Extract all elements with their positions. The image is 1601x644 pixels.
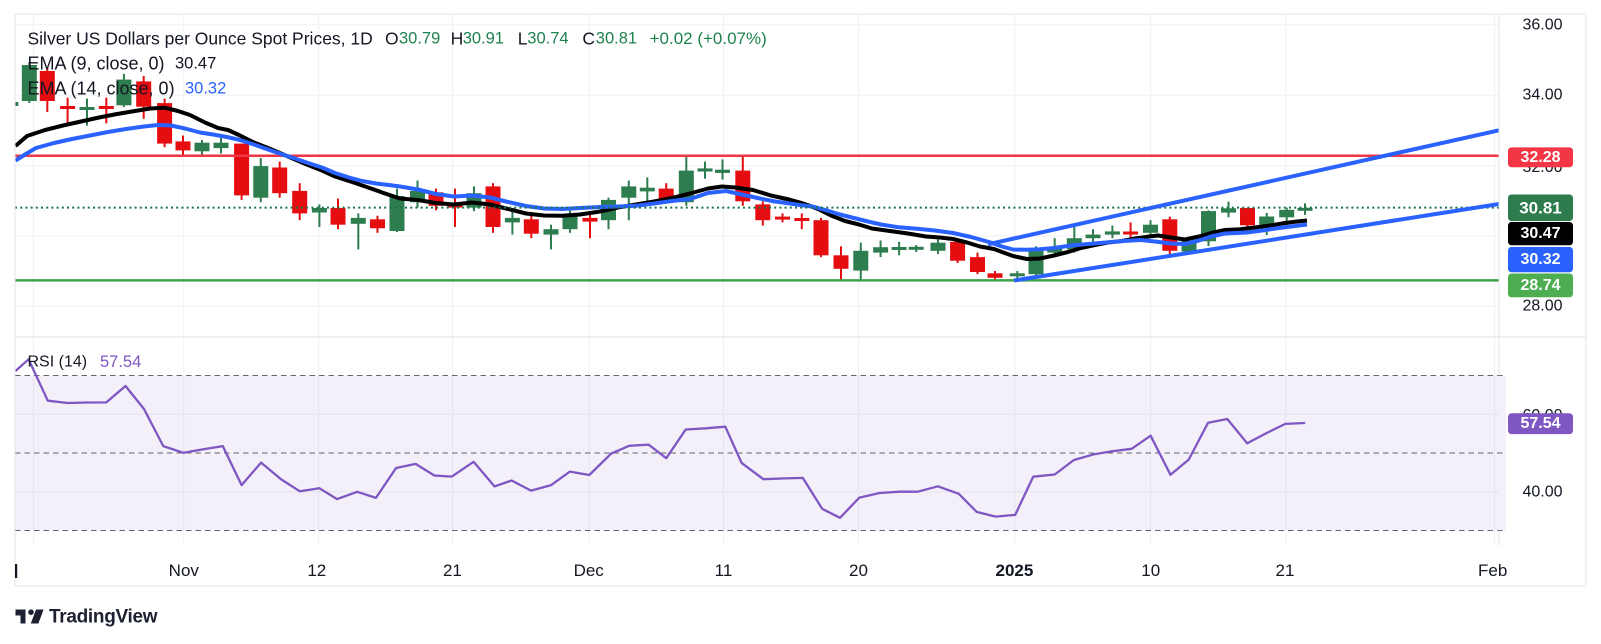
svg-text:30.47: 30.47 <box>175 55 216 73</box>
svg-text:30.32: 30.32 <box>1520 251 1560 268</box>
svg-text:28.00: 28.00 <box>1522 298 1562 315</box>
svg-text:11: 11 <box>715 561 733 580</box>
svg-text:40.00: 40.00 <box>1522 483 1562 500</box>
svg-text:TradingView: TradingView <box>49 607 158 628</box>
svg-text:+0.02 (+0.07%): +0.02 (+0.07%) <box>650 29 767 48</box>
svg-text:32.28: 32.28 <box>1520 149 1560 166</box>
svg-text:28.74: 28.74 <box>1520 277 1560 294</box>
svg-text:34.00: 34.00 <box>1522 87 1562 104</box>
svg-text:21: 21 <box>1276 561 1295 580</box>
svg-text:H: H <box>451 29 464 49</box>
svg-text:L: L <box>518 29 528 49</box>
svg-text:EMA (9, close, 0): EMA (9, close, 0) <box>28 54 165 74</box>
svg-text:EMA (14, close, 0): EMA (14, close, 0) <box>28 79 175 99</box>
svg-text:O: O <box>385 29 399 49</box>
svg-text:30.81: 30.81 <box>596 30 637 48</box>
svg-text:10: 10 <box>1141 561 1160 580</box>
svg-text:Silver US Dollars per Ounce Sp: Silver US Dollars per Ounce Spot Prices,… <box>28 29 373 49</box>
svg-text:Nov: Nov <box>169 561 200 580</box>
svg-text:RSI (14): RSI (14) <box>28 354 88 371</box>
svg-text:Feb: Feb <box>1478 561 1507 580</box>
svg-text:21: 21 <box>443 561 462 580</box>
svg-text:2025: 2025 <box>995 561 1033 580</box>
svg-text:30.79: 30.79 <box>399 30 440 48</box>
svg-text:Dec: Dec <box>574 561 605 580</box>
svg-text:30.47: 30.47 <box>1520 225 1560 242</box>
svg-text:36.00: 36.00 <box>1522 16 1562 33</box>
svg-text:12: 12 <box>307 561 326 580</box>
svg-text:57.54: 57.54 <box>1520 415 1560 432</box>
svg-text:30.74: 30.74 <box>527 30 568 48</box>
svg-text:30.91: 30.91 <box>463 30 504 48</box>
svg-text:57.54: 57.54 <box>100 353 141 371</box>
svg-text:C: C <box>582 29 595 49</box>
svg-text:20: 20 <box>849 561 868 580</box>
svg-text:30.32: 30.32 <box>185 80 226 98</box>
svg-text:30.81: 30.81 <box>1519 198 1562 217</box>
